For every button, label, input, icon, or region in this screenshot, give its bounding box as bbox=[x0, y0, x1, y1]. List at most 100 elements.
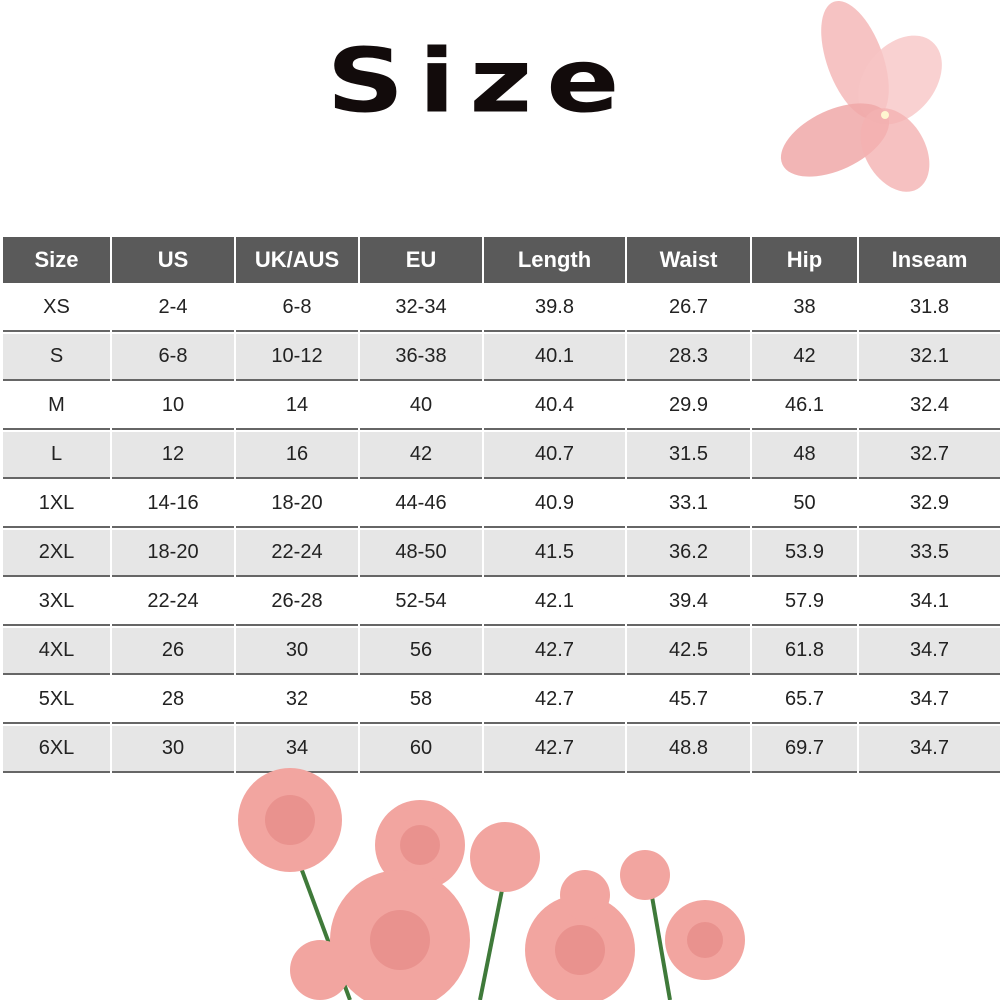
table-cell: 6-8 bbox=[236, 285, 358, 332]
column-header-waist: Waist bbox=[627, 237, 750, 283]
table-cell: 40.1 bbox=[484, 334, 625, 381]
table-cell: 39.4 bbox=[627, 579, 750, 626]
table-cell: 31.8 bbox=[859, 285, 1000, 332]
table-cell: 42.7 bbox=[484, 677, 625, 724]
table-row: 4XL 26 30 56 42.7 42.5 61.8 34.7 bbox=[3, 628, 1000, 675]
table-cell: 36.2 bbox=[627, 530, 750, 577]
table-cell: 6-8 bbox=[112, 334, 234, 381]
table-row: 3XL 22-24 26-28 52-54 42.1 39.4 57.9 34.1 bbox=[3, 579, 1000, 626]
table-cell: 12 bbox=[112, 432, 234, 479]
table-cell: 32.7 bbox=[859, 432, 1000, 479]
table-header-row: Size US UK/AUS EU Length Waist Hip Inseam bbox=[3, 237, 1000, 283]
column-header-uk-aus: UK/AUS bbox=[236, 237, 358, 283]
table-cell: 60 bbox=[360, 726, 482, 773]
table-row: S 6-8 10-12 36-38 40.1 28.3 42 32.1 bbox=[3, 334, 1000, 381]
table-row: M 10 14 40 40.4 29.9 46.1 32.4 bbox=[3, 383, 1000, 430]
table-row: 5XL 28 32 58 42.7 45.7 65.7 34.7 bbox=[3, 677, 1000, 724]
table-cell: 16 bbox=[236, 432, 358, 479]
table-cell: 56 bbox=[360, 628, 482, 675]
table-cell: 30 bbox=[236, 628, 358, 675]
table-cell: 32-34 bbox=[360, 285, 482, 332]
column-header-size: Size bbox=[3, 237, 110, 283]
column-header-hip: Hip bbox=[752, 237, 857, 283]
table-cell: 36-38 bbox=[360, 334, 482, 381]
table-cell: 42 bbox=[752, 334, 857, 381]
table-cell: S bbox=[3, 334, 110, 381]
table-cell: 50 bbox=[752, 481, 857, 528]
table-cell: 57.9 bbox=[752, 579, 857, 626]
table-cell: 40.4 bbox=[484, 383, 625, 430]
butterfly-illustration bbox=[780, 0, 942, 192]
table-cell: 33.1 bbox=[627, 481, 750, 528]
size-chart-table: Size US UK/AUS EU Length Waist Hip Inseam XS 2-4… bbox=[1, 235, 1000, 775]
table-cell: 42.7 bbox=[484, 726, 625, 773]
column-header-us: US bbox=[112, 237, 234, 283]
table-cell: 29.9 bbox=[627, 383, 750, 430]
table-cell: 18-20 bbox=[236, 481, 358, 528]
table-cell: 3XL bbox=[3, 579, 110, 626]
table-cell: 2XL bbox=[3, 530, 110, 577]
table-cell: 48.8 bbox=[627, 726, 750, 773]
table-cell: 1XL bbox=[3, 481, 110, 528]
table-cell: 22-24 bbox=[112, 579, 234, 626]
table-cell: 34.7 bbox=[859, 726, 1000, 773]
table-cell: 40.7 bbox=[484, 432, 625, 479]
table-cell: 46.1 bbox=[752, 383, 857, 430]
table-cell: 53.9 bbox=[752, 530, 857, 577]
table-cell: 52-54 bbox=[360, 579, 482, 626]
table-row: XS 2-4 6-8 32-34 39.8 26.7 38 31.8 bbox=[3, 285, 1000, 332]
table-cell: 31.5 bbox=[627, 432, 750, 479]
table-cell: 34.7 bbox=[859, 677, 1000, 724]
table-cell: 14-16 bbox=[112, 481, 234, 528]
table-row: 2XL 18-20 22-24 48-50 41.5 36.2 53.9 33.5 bbox=[3, 530, 1000, 577]
table-cell: 40 bbox=[360, 383, 482, 430]
table-cell: 34.7 bbox=[859, 628, 1000, 675]
table-cell: 41.5 bbox=[484, 530, 625, 577]
table-cell: 33.5 bbox=[859, 530, 1000, 577]
table-cell: 22-24 bbox=[236, 530, 358, 577]
table-cell: 44-46 bbox=[360, 481, 482, 528]
table-cell: 32.1 bbox=[859, 334, 1000, 381]
table-cell: 2-4 bbox=[112, 285, 234, 332]
page-title: Size bbox=[326, 30, 634, 133]
column-header-eu: EU bbox=[360, 237, 482, 283]
table-cell: 48-50 bbox=[360, 530, 482, 577]
table-cell: 28 bbox=[112, 677, 234, 724]
table-cell: 61.8 bbox=[752, 628, 857, 675]
table-cell: 26.7 bbox=[627, 285, 750, 332]
table-cell: 42.7 bbox=[484, 628, 625, 675]
table-cell: 40.9 bbox=[484, 481, 625, 528]
table-cell: 45.7 bbox=[627, 677, 750, 724]
table-cell: L bbox=[3, 432, 110, 479]
table-cell: 5XL bbox=[3, 677, 110, 724]
table-cell: XS bbox=[3, 285, 110, 332]
table-cell: 42 bbox=[360, 432, 482, 479]
table-cell: 32.9 bbox=[859, 481, 1000, 528]
table-cell: 18-20 bbox=[112, 530, 234, 577]
table-cell: 42.1 bbox=[484, 579, 625, 626]
table-cell: 4XL bbox=[3, 628, 110, 675]
table-cell: 28.3 bbox=[627, 334, 750, 381]
table-cell: 10-12 bbox=[236, 334, 358, 381]
table-cell: 32 bbox=[236, 677, 358, 724]
table-cell: 26 bbox=[112, 628, 234, 675]
table-cell: 58 bbox=[360, 677, 482, 724]
table-cell: 69.7 bbox=[752, 726, 857, 773]
table-cell: 34 bbox=[236, 726, 358, 773]
table-cell: 65.7 bbox=[752, 677, 857, 724]
table-cell: 38 bbox=[752, 285, 857, 332]
table-cell: 32.4 bbox=[859, 383, 1000, 430]
table-row: L 12 16 42 40.7 31.5 48 32.7 bbox=[3, 432, 1000, 479]
column-header-inseam: Inseam bbox=[859, 237, 1000, 283]
table-cell: 10 bbox=[112, 383, 234, 430]
table-cell: 30 bbox=[112, 726, 234, 773]
table-cell: 14 bbox=[236, 383, 358, 430]
table-cell: 42.5 bbox=[627, 628, 750, 675]
table-cell: 26-28 bbox=[236, 579, 358, 626]
table-cell: 34.1 bbox=[859, 579, 1000, 626]
column-header-length: Length bbox=[484, 237, 625, 283]
table-cell: 39.8 bbox=[484, 285, 625, 332]
table-cell: 6XL bbox=[3, 726, 110, 773]
table-cell: 48 bbox=[752, 432, 857, 479]
table-row: 6XL 30 34 60 42.7 48.8 69.7 34.7 bbox=[3, 726, 1000, 773]
